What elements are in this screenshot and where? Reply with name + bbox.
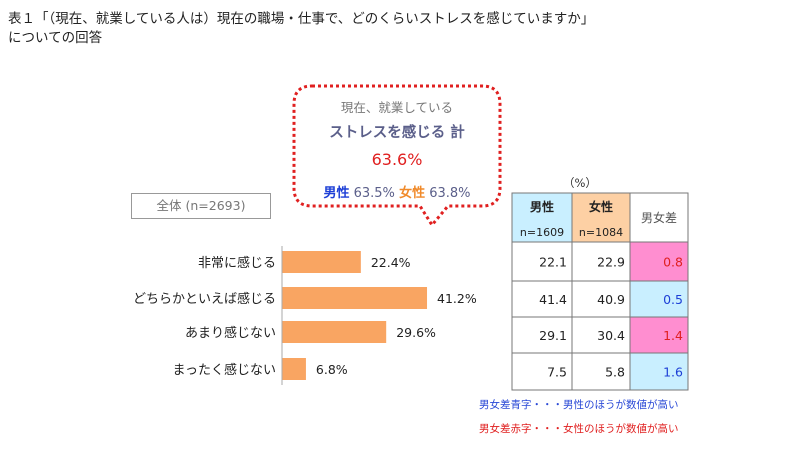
- table-cell-value: 41.4: [539, 292, 567, 307]
- bar-value-label: 41.2%: [437, 291, 477, 306]
- callout-total-unit: %: [407, 150, 423, 169]
- table-cell-value: 1.4: [663, 328, 683, 343]
- table-header-label: 女性: [589, 199, 613, 214]
- total-sample-box: 全体 (n=2693): [131, 193, 271, 219]
- table-header-label: 男性: [530, 199, 554, 214]
- table-cell-value: 40.9: [597, 292, 625, 307]
- callout-total: 63.6%: [292, 150, 502, 169]
- callout-main-label: ストレスを感じる 計: [329, 125, 465, 141]
- callout-female-label: 女性: [399, 186, 426, 201]
- table-cell: [511, 241, 573, 282]
- table-cell: [571, 352, 631, 391]
- table-cell-value: 7.5: [547, 365, 567, 380]
- callout-male-label: 男性: [323, 186, 350, 201]
- table-cell-value: 0.8: [663, 255, 683, 270]
- bar-value-label: 22.4%: [371, 255, 411, 270]
- callout-female-value: 63.8%: [429, 186, 471, 201]
- bar-category-label: 非常に感じる: [198, 255, 276, 271]
- callout-subtitle: 現在、就業している: [340, 100, 454, 115]
- page-title: 表１「（現在、就業している人は）現在の職場・仕事で、どのくらいストレスを感じてい…: [8, 10, 798, 48]
- bar-value-label: 29.6%: [396, 325, 436, 340]
- table-cell-value: 22.9: [597, 255, 625, 270]
- table-cell-value: 30.4: [597, 328, 625, 343]
- bar: [282, 251, 361, 273]
- bar-category-label: どちらかといえば感じる: [133, 291, 276, 307]
- table-cell-value: 5.8: [605, 365, 625, 380]
- callout-gender-values: 男性 63.5% 女性 63.8%: [292, 182, 502, 201]
- callout-male-value: 63.5%: [353, 186, 395, 201]
- table-cell-value: 0.5: [663, 292, 683, 307]
- unit-label: （%）: [563, 176, 597, 190]
- bar: [282, 287, 428, 309]
- table-cell: [629, 352, 689, 391]
- table-header-n: n=1084: [579, 226, 623, 239]
- table-cell: [629, 316, 689, 354]
- bar: [282, 321, 387, 343]
- table-header-cell: [511, 192, 573, 243]
- bar-category-label: まったく感じない: [173, 362, 276, 378]
- table-cell: [511, 352, 573, 391]
- table-cell-value: 29.1: [539, 328, 567, 343]
- table-cell-value: 22.1: [539, 255, 567, 270]
- table-cell: [629, 280, 689, 318]
- bar: [282, 358, 306, 380]
- table-header-label: 男女差: [641, 210, 677, 225]
- table-header-n: n=1609: [520, 226, 564, 239]
- bar-value-label: 6.8%: [316, 362, 348, 377]
- note-blue: 男女差青字・・・男性のほうが数値が高い: [479, 399, 679, 411]
- note-red: 男女差赤字・・・女性のほうが数値が高い: [479, 423, 679, 435]
- callout-total-value: 63.6: [371, 150, 408, 169]
- table-header-cell: [629, 192, 689, 243]
- title-line-1: 表１「（現在、就業している人は）現在の職場・仕事で、どのくらいストレスを感じてい…: [8, 11, 595, 27]
- table-cell: [571, 241, 631, 282]
- title-line-2: についての回答: [8, 30, 103, 46]
- table-cell-value: 1.6: [663, 365, 683, 380]
- table-cell: [571, 280, 631, 318]
- bar-category-label: あまり感じない: [185, 325, 276, 341]
